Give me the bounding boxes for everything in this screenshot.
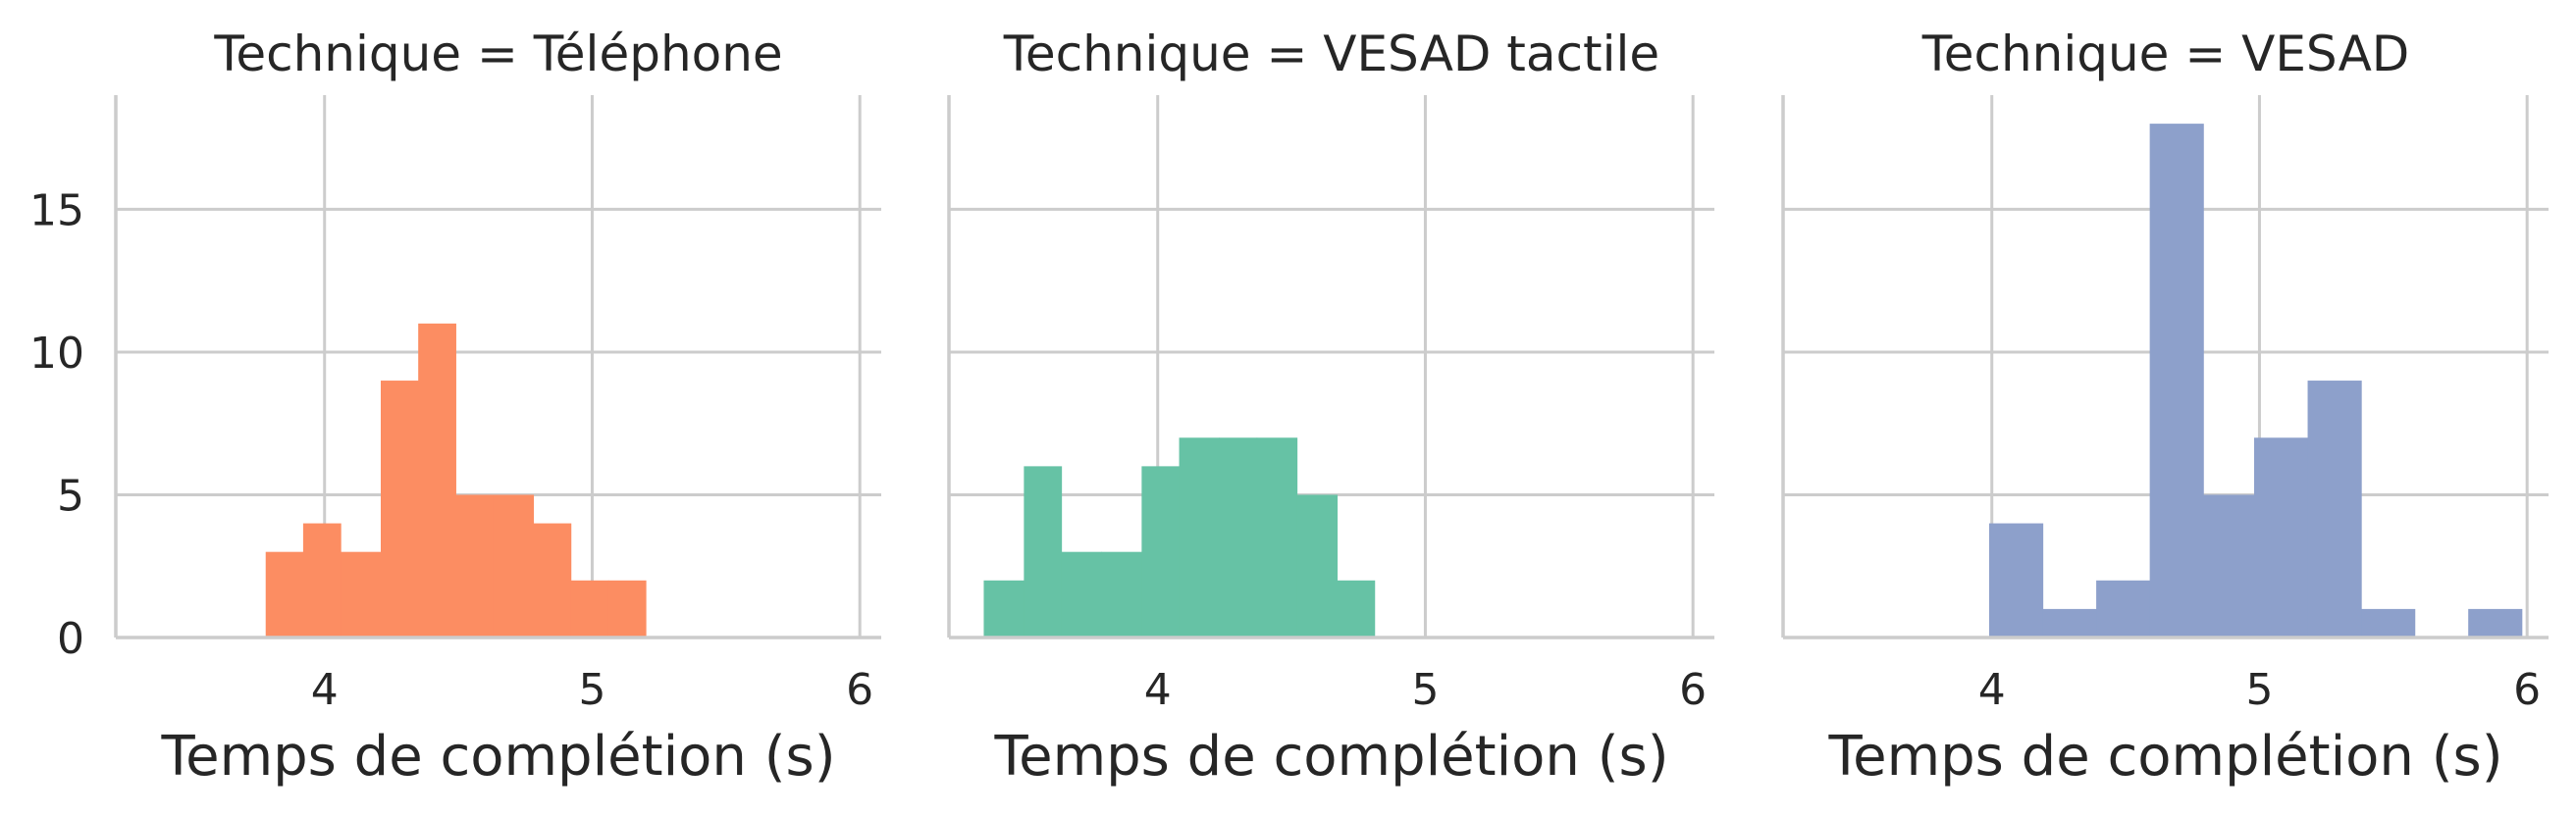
histogram-bar bbox=[2042, 608, 2097, 638]
facet-title: Technique = Téléphone bbox=[213, 26, 782, 82]
histogram-bar bbox=[493, 494, 535, 638]
facet-panel-2: 4 5 6 Technique = VESAD tactile Temps de com… bbox=[947, 26, 1714, 789]
histogram-bar bbox=[2468, 608, 2523, 638]
histogram-bar bbox=[1296, 494, 1339, 638]
histogram-bar bbox=[2203, 494, 2255, 638]
histogram-bar bbox=[341, 551, 382, 638]
x-tick-label: 6 bbox=[846, 665, 873, 715]
y-tick-label: 10 bbox=[29, 329, 84, 379]
histogram-bar bbox=[1101, 551, 1142, 638]
histogram-bar bbox=[455, 494, 495, 638]
y-tick-label: 0 bbox=[57, 614, 84, 664]
histogram-bar bbox=[533, 523, 572, 638]
histogram-bar bbox=[570, 580, 609, 638]
histogram-bar bbox=[607, 580, 647, 638]
x-tick-label: 5 bbox=[578, 665, 605, 715]
facet-title: Technique = VESAD bbox=[1921, 26, 2410, 82]
histogram-bar bbox=[1061, 551, 1103, 638]
facet-panel-1: 4 5 6 0 5 10 15 Technique = Téléphone Temps de c… bbox=[29, 26, 881, 789]
facet-panel-3: 4 5 6 Technique = VESAD Temps de complétion … bbox=[1781, 26, 2549, 789]
histogram-bar bbox=[418, 323, 456, 638]
histogram-bar bbox=[1337, 580, 1376, 638]
histogram-bar bbox=[1256, 437, 1298, 638]
histogram-bar bbox=[265, 551, 304, 638]
x-axis-label: Temps de complétion (s) bbox=[993, 725, 1668, 789]
x-tick-label: 4 bbox=[1144, 665, 1172, 715]
x-tick-label: 5 bbox=[1411, 665, 1439, 715]
histogram-bar bbox=[1024, 466, 1063, 638]
histogram-bar bbox=[2149, 124, 2204, 638]
x-tick-label: 4 bbox=[1978, 665, 2006, 715]
histogram-bar bbox=[381, 381, 419, 638]
histogram-bar bbox=[2307, 381, 2362, 638]
histogram-bar bbox=[983, 580, 1025, 638]
histogram-bar bbox=[2096, 580, 2151, 638]
x-tick-label: 5 bbox=[2245, 665, 2273, 715]
x-tick-label: 6 bbox=[1679, 665, 1707, 715]
x-axis-label: Temps de complétion (s) bbox=[160, 725, 835, 789]
histogram-bar bbox=[1219, 437, 1258, 638]
y-tick-label: 5 bbox=[57, 471, 84, 521]
x-axis-label: Temps de complétion (s) bbox=[1827, 725, 2502, 789]
histogram-bar bbox=[2361, 608, 2416, 638]
histogram-bar bbox=[1989, 523, 2044, 638]
y-tick-label: 15 bbox=[29, 185, 84, 235]
histogram-bar bbox=[2254, 437, 2309, 638]
histogram-bar bbox=[1179, 437, 1221, 638]
histogram-bar bbox=[1141, 466, 1181, 638]
histogram-bar bbox=[302, 523, 342, 638]
x-tick-label: 4 bbox=[311, 665, 339, 715]
x-tick-label: 6 bbox=[2513, 665, 2541, 715]
facet-title: Technique = VESAD tactile bbox=[1003, 26, 1659, 82]
